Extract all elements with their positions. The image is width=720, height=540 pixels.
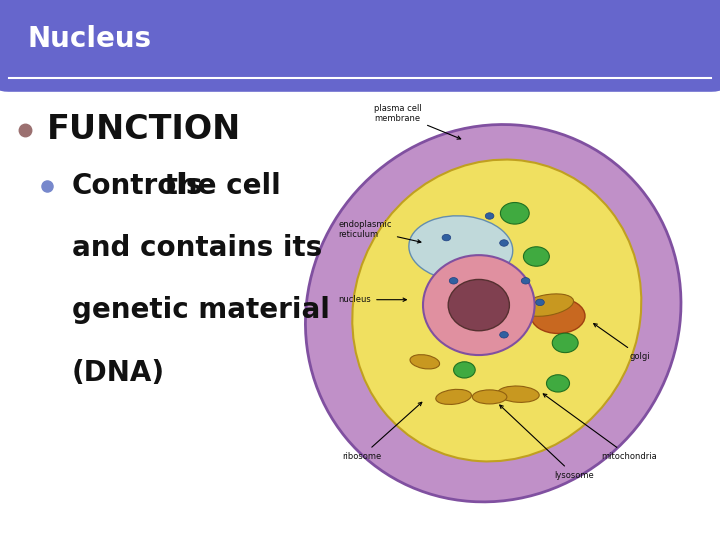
Circle shape <box>500 240 508 246</box>
Text: (DNA): (DNA) <box>72 359 165 387</box>
Circle shape <box>500 202 529 224</box>
Circle shape <box>485 213 494 219</box>
Ellipse shape <box>305 125 681 502</box>
Ellipse shape <box>423 255 534 355</box>
Ellipse shape <box>436 389 472 404</box>
Text: and contains its: and contains its <box>72 234 323 262</box>
Ellipse shape <box>409 216 513 281</box>
Text: mitochondria: mitochondria <box>544 394 657 461</box>
Text: plasma cell
membrane: plasma cell membrane <box>374 104 461 139</box>
Text: FUNCTION: FUNCTION <box>47 113 241 146</box>
Text: nucleus: nucleus <box>338 295 406 304</box>
Circle shape <box>500 332 508 338</box>
Text: endoplasmic
reticulum: endoplasmic reticulum <box>338 220 421 243</box>
Text: genetic material: genetic material <box>72 296 330 325</box>
Circle shape <box>467 315 476 322</box>
Circle shape <box>442 234 451 241</box>
Ellipse shape <box>472 390 507 404</box>
Circle shape <box>471 283 480 289</box>
Text: lysosome: lysosome <box>500 405 594 480</box>
Circle shape <box>552 333 578 353</box>
Circle shape <box>521 278 530 284</box>
Circle shape <box>536 299 544 306</box>
Circle shape <box>546 375 570 392</box>
Text: ribosome: ribosome <box>342 402 422 461</box>
Circle shape <box>454 362 475 378</box>
Ellipse shape <box>521 294 574 316</box>
Text: golgi: golgi <box>594 323 651 361</box>
Text: Controls: Controls <box>72 172 204 200</box>
FancyBboxPatch shape <box>0 0 720 92</box>
Ellipse shape <box>531 298 585 333</box>
Circle shape <box>454 267 475 284</box>
Text: the cell: the cell <box>155 172 281 200</box>
Text: Nucleus: Nucleus <box>27 25 151 53</box>
Ellipse shape <box>448 280 510 330</box>
Ellipse shape <box>498 386 539 402</box>
Ellipse shape <box>410 355 440 369</box>
Ellipse shape <box>352 160 642 461</box>
Circle shape <box>449 278 458 284</box>
Bar <box>9 47 711 78</box>
Circle shape <box>523 247 549 266</box>
